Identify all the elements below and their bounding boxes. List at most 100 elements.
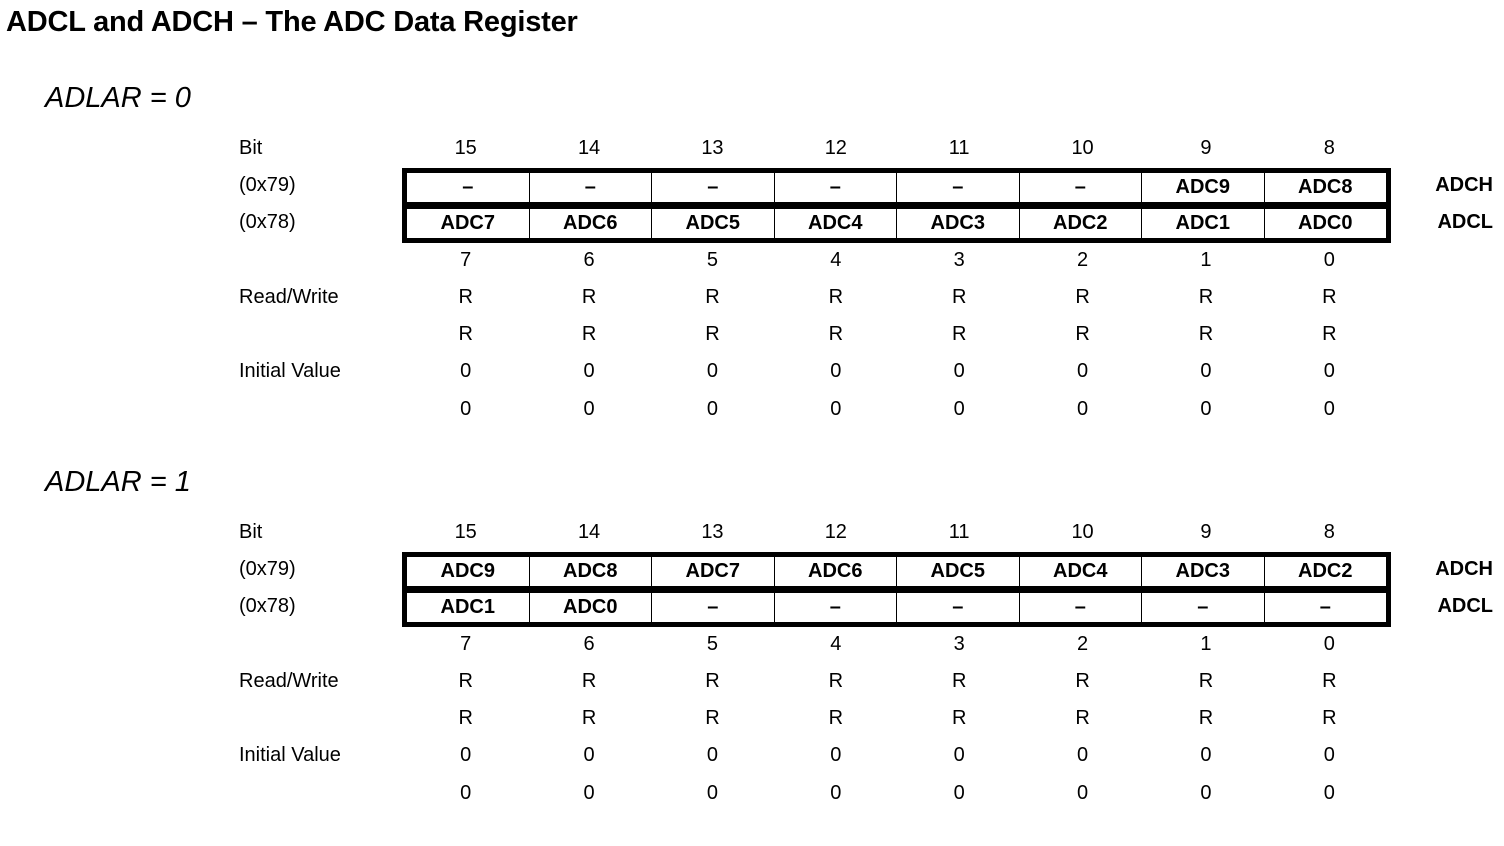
initial-value-row-high: 0 0 0 0 0 0 0 0: [404, 743, 1391, 767]
register-bit-cell: ADC8: [1263, 173, 1387, 202]
adcl-register-row: ADC1 ADC0– – – – – –: [402, 588, 1391, 627]
bit-number: 13: [701, 521, 724, 543]
initial-value: 0: [706, 360, 718, 382]
register-bit-cell: –: [651, 173, 774, 202]
bit-number: 7: [460, 633, 472, 655]
bit-number: 11: [948, 521, 970, 543]
initial-value: 0: [460, 782, 472, 804]
bit-number: 3: [953, 249, 965, 271]
register-bit-cell: ADC1: [1141, 209, 1264, 238]
register-bit-cell: ADC7: [651, 557, 774, 586]
register-bit-cell: –: [896, 593, 1019, 622]
initial-value-row-low: 0 0 0 0 0 0 0 0: [404, 397, 1391, 421]
bit-number: 7: [460, 249, 472, 271]
access-value: R: [1075, 670, 1090, 692]
access-value: R: [705, 286, 720, 308]
access-value: R: [1198, 670, 1214, 692]
access-value: R: [828, 286, 844, 308]
bit-number: 10: [1071, 521, 1094, 543]
access-value: R: [458, 286, 473, 308]
initial-value: 0: [583, 398, 595, 420]
register-bit-cell: ADC7: [440, 212, 495, 234]
bit-number: 15: [454, 137, 477, 159]
register-bit-cell: –: [896, 173, 1019, 202]
register-bit-cell: ADC0: [1263, 209, 1387, 238]
register-section: ADLAR = 0 Bit 15 14 13 12 11 10 9 8 (0x79) (0x78) – –…: [0, 82, 1504, 462]
initial-value: 0: [460, 398, 472, 420]
initial-value: 0: [1077, 744, 1089, 766]
bit-number: 8: [1323, 137, 1335, 159]
initial-value-label: Initial Value: [239, 360, 341, 382]
bit-number: 6: [583, 249, 595, 271]
register-bit-cell: –: [1141, 593, 1264, 622]
access-value: R: [1198, 286, 1214, 308]
access-value: R: [458, 670, 473, 692]
register-bit-cell: –: [773, 593, 897, 622]
bit-number: 11: [948, 137, 970, 159]
access-value: R: [1075, 286, 1090, 308]
register-bit-cell: ADC6: [773, 557, 897, 586]
bit-label: Bit: [239, 137, 263, 159]
initial-value: 0: [830, 360, 842, 382]
address-low-label: (0x78): [239, 211, 296, 233]
bit-number: 9: [1200, 521, 1212, 543]
register-bit-cell: ADC4: [1018, 557, 1142, 586]
bit-number: 6: [583, 633, 595, 655]
address-low-label: (0x78): [239, 595, 296, 617]
access-value: R: [828, 707, 844, 729]
bit-number-row-low: 7 6 5 4 3 2 1 0: [404, 632, 1391, 656]
register-bit-cell: –: [1263, 593, 1387, 622]
initial-value: 0: [1200, 744, 1212, 766]
initial-value: 0: [830, 782, 842, 804]
access-value: R: [1075, 707, 1090, 729]
bit-number-row-low: 7 6 5 4 3 2 1 0: [404, 248, 1391, 272]
register-bit-cell: –: [773, 173, 897, 202]
read-write-label: Read/Write: [239, 670, 339, 692]
initial-value-label: Initial Value: [239, 744, 341, 766]
access-value: R: [951, 323, 967, 345]
access-value: R: [828, 323, 844, 345]
register-bit-cell: –: [1018, 593, 1142, 622]
bit-number: 14: [577, 521, 601, 543]
page-title: ADCL and ADCH – The ADC Data Register: [6, 6, 578, 38]
access-value: R: [951, 286, 967, 308]
initial-value: 0: [1077, 398, 1089, 420]
bit-number: 10: [1071, 137, 1094, 159]
initial-value: 0: [1323, 398, 1335, 420]
access-value: R: [581, 707, 597, 729]
register-bit-cell: ADC4: [773, 209, 897, 238]
bit-number: 13: [701, 137, 724, 159]
register-bit-cell: ADC3: [896, 209, 1019, 238]
initial-value: 0: [830, 398, 842, 420]
access-value: R: [458, 323, 473, 345]
register-bit-cell: ADC1: [440, 596, 495, 618]
bit-number: 2: [1077, 633, 1089, 655]
bit-number: 8: [1323, 521, 1335, 543]
register-bit-cell: –: [528, 173, 652, 202]
bit-number-row: 15 14 13 12 11 10 9 8: [404, 520, 1391, 544]
access-value: R: [581, 670, 597, 692]
initial-value: 0: [1077, 360, 1089, 382]
access-value: R: [581, 286, 597, 308]
bit-number: 1: [1200, 249, 1212, 271]
initial-value: 0: [953, 744, 965, 766]
bit-number-row: 15 14 13 12 11 10 9 8: [404, 136, 1391, 160]
bit-number: 2: [1077, 249, 1089, 271]
access-value: R: [1322, 707, 1337, 729]
access-value: R: [705, 707, 720, 729]
register-bit-cell: ADC5: [651, 209, 774, 238]
initial-value: 0: [706, 398, 718, 420]
initial-value: 0: [460, 744, 472, 766]
read-write-label: Read/Write: [239, 286, 339, 308]
bit-number: 15: [454, 521, 477, 543]
bit-number: 5: [706, 249, 718, 271]
adch-name: ADCH: [1435, 174, 1493, 196]
initial-value: 0: [706, 744, 718, 766]
initial-value: 0: [1323, 360, 1335, 382]
address-high-label: (0x79): [239, 558, 296, 580]
initial-value: 0: [1200, 782, 1212, 804]
access-value: R: [458, 707, 473, 729]
bit-number: 4: [830, 249, 842, 271]
access-value: R: [1198, 323, 1214, 345]
